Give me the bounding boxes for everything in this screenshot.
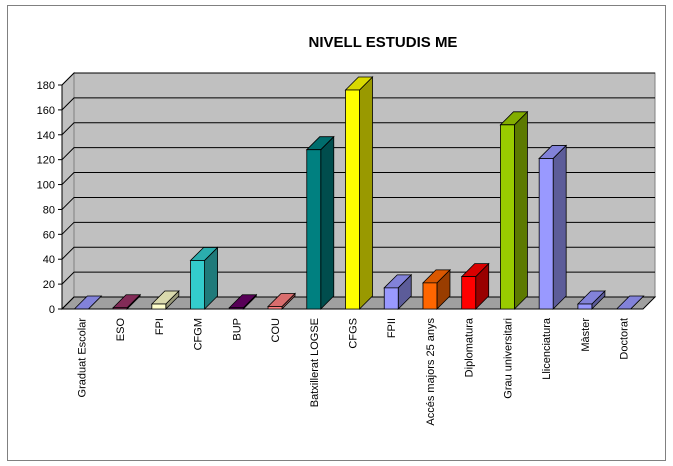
bar-front <box>345 89 360 310</box>
bar <box>615 295 645 310</box>
x-tick-label: FPI <box>154 318 166 335</box>
bar <box>576 290 606 310</box>
bar <box>344 76 374 310</box>
bar-front <box>500 124 515 310</box>
bar-side <box>514 110 528 310</box>
bar-front <box>190 260 205 310</box>
x-tick-label: CFGM <box>193 318 205 350</box>
bar <box>267 292 296 310</box>
bar <box>189 246 219 310</box>
grid-line <box>61 196 655 210</box>
x-tick-label: FPII <box>386 318 398 338</box>
grid-line <box>61 72 655 86</box>
bar <box>422 268 451 310</box>
grid-line <box>61 172 655 185</box>
bar <box>499 110 529 310</box>
y-tick-label: 20 <box>43 279 55 291</box>
bar-front <box>112 307 128 310</box>
y-tick-label: 60 <box>43 229 55 241</box>
y-tick-label: 180 <box>37 80 55 92</box>
bar <box>228 293 258 310</box>
y-tick-label: 40 <box>43 254 55 266</box>
bar-front <box>577 303 593 310</box>
x-tick-label: CFGS <box>348 318 360 349</box>
bar <box>73 295 103 310</box>
bar-front <box>383 287 399 310</box>
bar <box>112 293 142 310</box>
x-tick-label: BUP <box>231 318 243 341</box>
x-tick-label: Accés majors 25 anys <box>425 318 437 426</box>
y-tick-label: 160 <box>37 105 55 117</box>
bar <box>538 144 568 310</box>
bar-front <box>422 282 438 310</box>
bar <box>150 290 180 310</box>
x-tick-label: Doctorat <box>619 318 631 360</box>
chart-title: NIVELL ESTUDIS ME <box>309 34 458 51</box>
y-tick-label: 120 <box>37 155 55 167</box>
grid-line <box>61 122 655 136</box>
y-tick-label: 80 <box>43 204 55 216</box>
bar <box>383 273 413 310</box>
x-tick-label: Grau universitari <box>502 318 514 399</box>
grid-line <box>61 147 655 161</box>
x-tick-label: Màster <box>580 318 592 352</box>
x-tick-label: Graduat Escolar <box>76 318 88 398</box>
bar-front <box>306 149 322 310</box>
y-tick-label: 0 <box>49 304 55 316</box>
bar-front <box>267 306 283 310</box>
grid-line <box>61 221 655 235</box>
bar-side <box>320 135 335 310</box>
y-tick-label: 140 <box>37 130 55 142</box>
grid-line <box>61 246 655 260</box>
x-tick-label: Batxillerat LOGSE <box>309 318 321 407</box>
x-tick-label: ESO <box>115 318 127 342</box>
bar-front <box>538 158 554 310</box>
bar <box>305 135 335 310</box>
x-tick-label: Diplomatura <box>464 317 476 377</box>
bar-front <box>461 276 477 310</box>
x-tick-label: COU <box>270 318 282 343</box>
x-tick-label: Llicenciatura <box>541 317 553 380</box>
grid-line <box>61 271 655 285</box>
bar-front <box>151 303 167 310</box>
bar-front <box>228 307 244 310</box>
bar <box>460 262 490 310</box>
grid-line <box>61 97 655 111</box>
bar-side <box>552 144 567 310</box>
bar-side <box>359 76 373 310</box>
y-tick-label: 100 <box>37 180 55 192</box>
